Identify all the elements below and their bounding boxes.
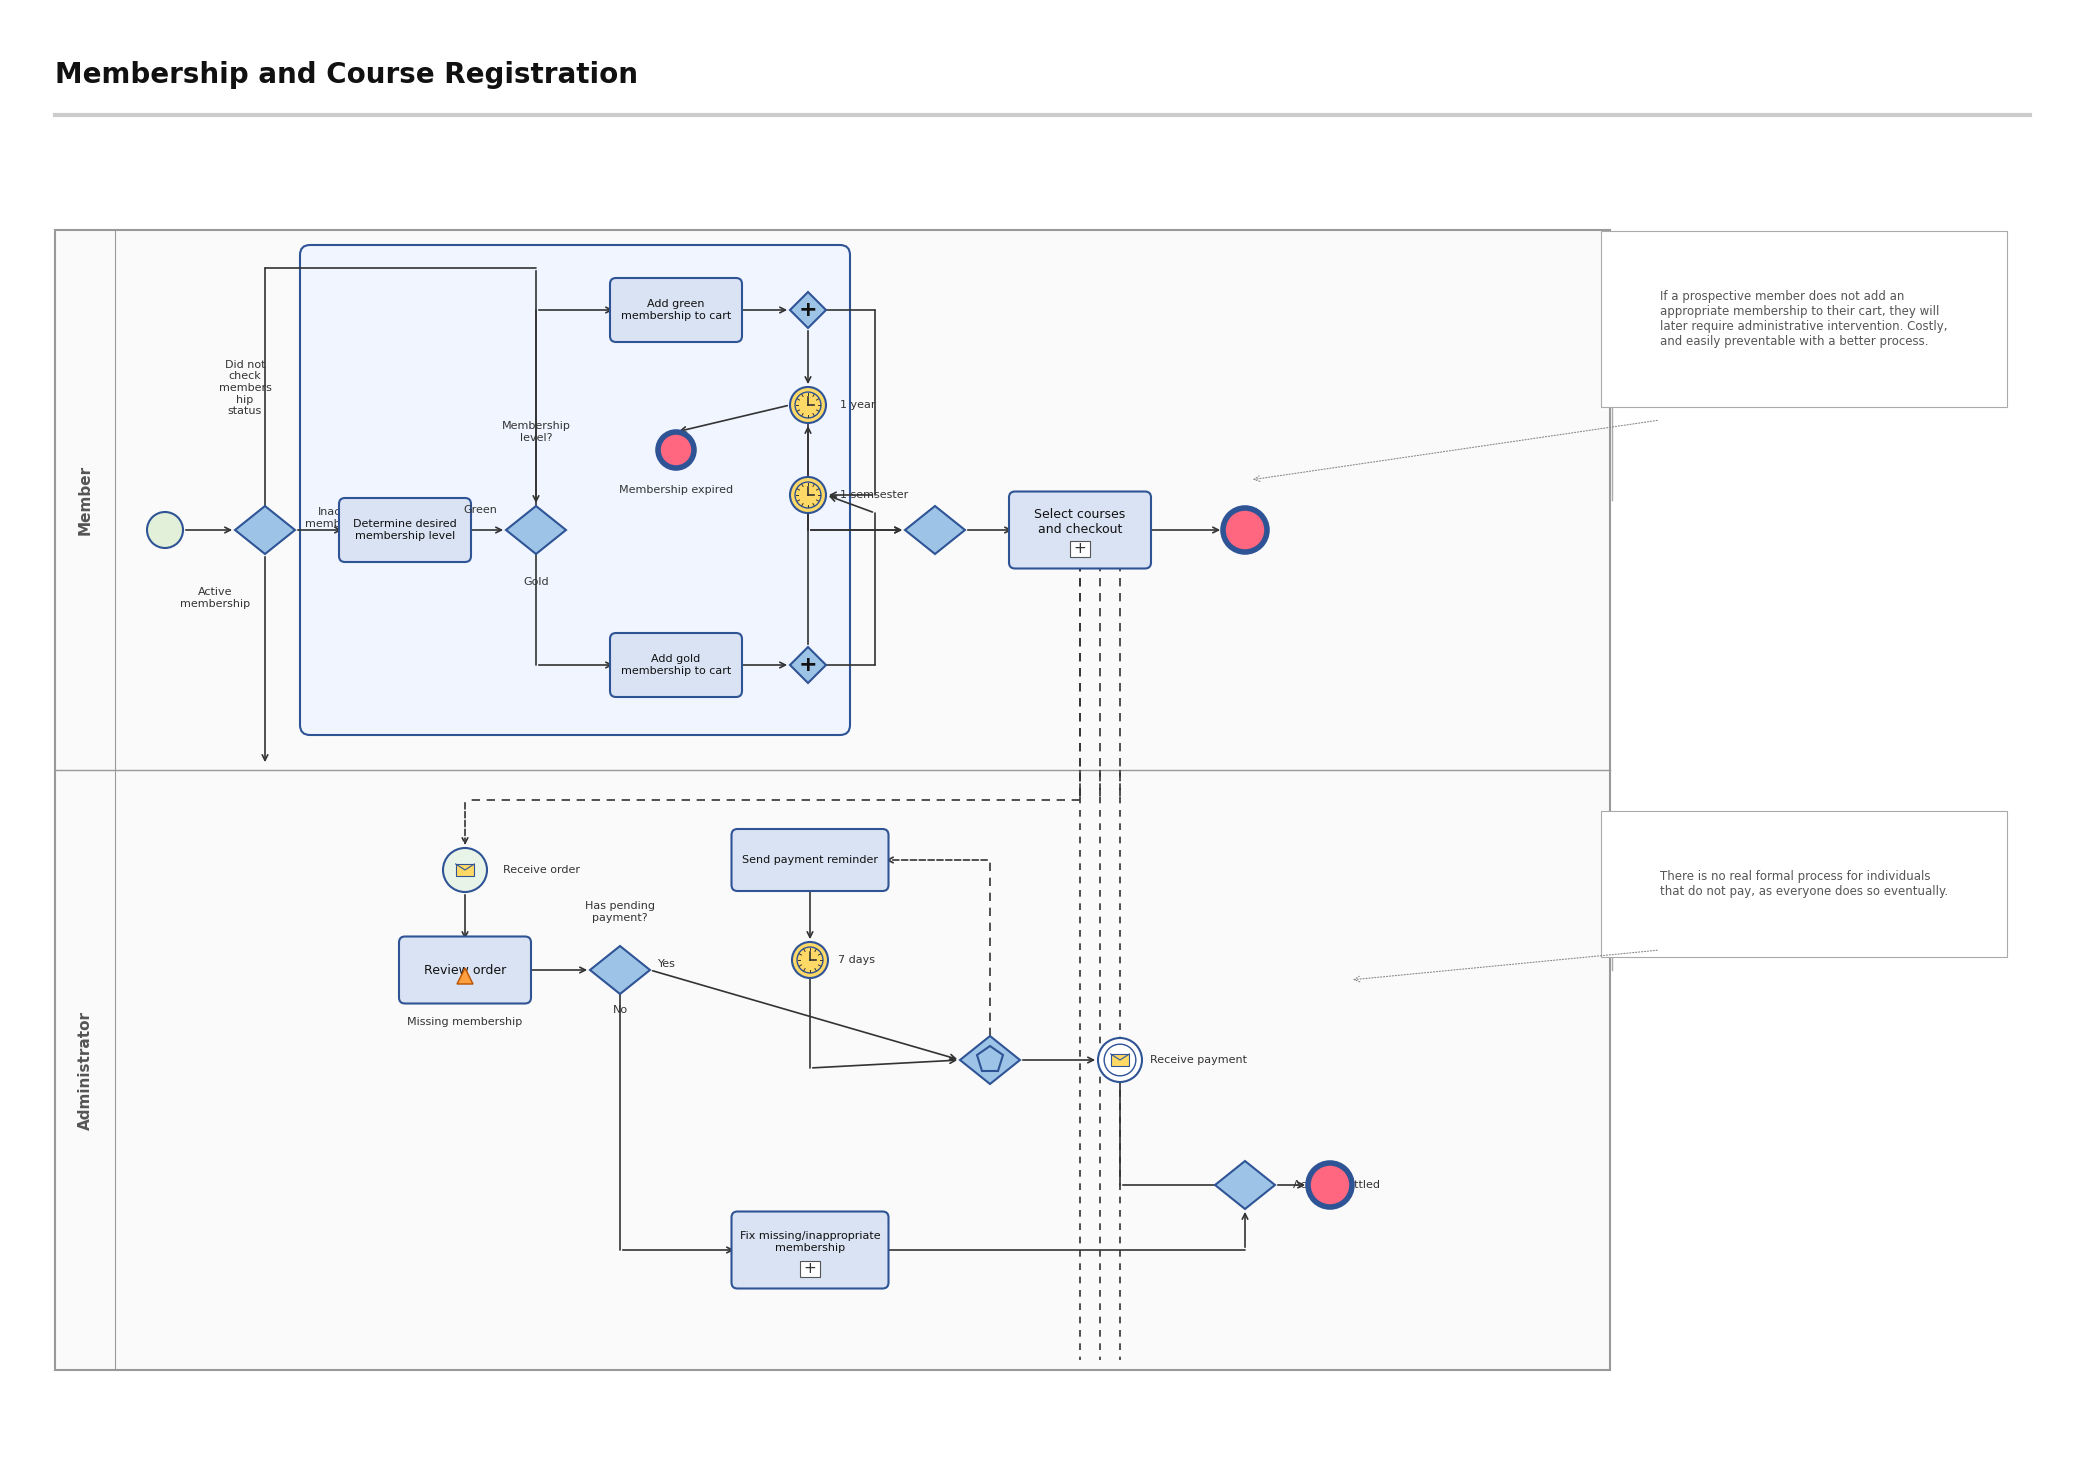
Text: +: +: [1073, 541, 1087, 556]
Circle shape: [1308, 1163, 1352, 1207]
Text: Member: Member: [77, 466, 92, 535]
Polygon shape: [904, 506, 964, 555]
Text: 7 days: 7 days: [837, 955, 875, 965]
Text: 1 year: 1 year: [839, 400, 875, 409]
Text: Has pending
payment?: Has pending payment?: [585, 902, 654, 922]
FancyBboxPatch shape: [1008, 491, 1152, 568]
Text: Inactive
membership: Inactive membership: [304, 507, 375, 529]
Text: Missing membership: Missing membership: [408, 1017, 523, 1028]
Text: Add gold
membership to cart: Add gold membership to cart: [621, 654, 731, 676]
FancyBboxPatch shape: [610, 277, 742, 343]
Polygon shape: [235, 506, 296, 555]
Polygon shape: [789, 292, 827, 328]
Text: Add green
membership to cart: Add green membership to cart: [621, 300, 731, 320]
Circle shape: [789, 387, 827, 423]
FancyBboxPatch shape: [300, 245, 850, 736]
Polygon shape: [506, 506, 567, 555]
FancyBboxPatch shape: [1071, 540, 1089, 556]
Text: Review order: Review order: [423, 964, 506, 976]
Text: Membership and Course Registration: Membership and Course Registration: [54, 61, 637, 89]
Text: Receive payment: Receive payment: [1150, 1054, 1248, 1065]
Text: If a prospective member does not add an
appropriate membership to their cart, th: If a prospective member does not add an …: [1660, 291, 1948, 349]
Text: Green: Green: [462, 506, 498, 515]
Text: 1 semsester: 1 semsester: [839, 489, 908, 500]
Text: Determine desired
membership level: Determine desired membership level: [354, 519, 456, 541]
Circle shape: [1104, 1044, 1135, 1075]
Text: Membership
level?: Membership level?: [502, 421, 571, 443]
Text: Active
membership: Active membership: [179, 587, 250, 610]
Polygon shape: [456, 968, 473, 985]
Bar: [1110, 1054, 1129, 1066]
FancyBboxPatch shape: [610, 633, 742, 697]
Polygon shape: [977, 1046, 1004, 1071]
Circle shape: [796, 392, 821, 418]
Circle shape: [796, 482, 821, 509]
Text: +: +: [804, 1261, 817, 1275]
Text: Fix missing/inappropriate
membership: Fix missing/inappropriate membership: [739, 1231, 881, 1253]
Text: No: No: [612, 1005, 627, 1014]
Bar: [54, 230, 1610, 1370]
Text: Gold: Gold: [523, 577, 548, 587]
Text: Yes: Yes: [658, 960, 675, 968]
Text: Receive order: Receive order: [502, 865, 579, 875]
Bar: [456, 865, 475, 876]
Circle shape: [798, 948, 823, 973]
FancyBboxPatch shape: [731, 829, 889, 891]
Text: Administrator: Administrator: [77, 1010, 92, 1130]
Circle shape: [1223, 509, 1266, 552]
Circle shape: [658, 432, 694, 469]
FancyBboxPatch shape: [731, 1212, 889, 1289]
FancyBboxPatch shape: [340, 498, 471, 562]
Text: +: +: [798, 655, 817, 675]
Polygon shape: [960, 1037, 1021, 1084]
FancyBboxPatch shape: [800, 1261, 821, 1277]
Text: +: +: [798, 300, 817, 320]
Circle shape: [1098, 1038, 1141, 1083]
Circle shape: [444, 848, 487, 891]
Polygon shape: [789, 647, 827, 684]
Circle shape: [789, 478, 827, 513]
Circle shape: [148, 512, 183, 549]
FancyBboxPatch shape: [400, 936, 531, 1004]
Text: Select courses
and checkout: Select courses and checkout: [1035, 509, 1125, 535]
Text: Membership expired: Membership expired: [619, 485, 733, 495]
Text: Account settled: Account settled: [1294, 1180, 1381, 1189]
Text: There is no real formal process for individuals
that do not pay, as everyone doe: There is no real formal process for indi…: [1660, 871, 1948, 899]
Polygon shape: [1214, 1161, 1275, 1209]
Text: Did not
check
members
hip
status: Did not check members hip status: [219, 360, 271, 417]
Circle shape: [792, 942, 829, 977]
Polygon shape: [589, 946, 650, 994]
Text: Send payment reminder: Send payment reminder: [742, 856, 879, 865]
